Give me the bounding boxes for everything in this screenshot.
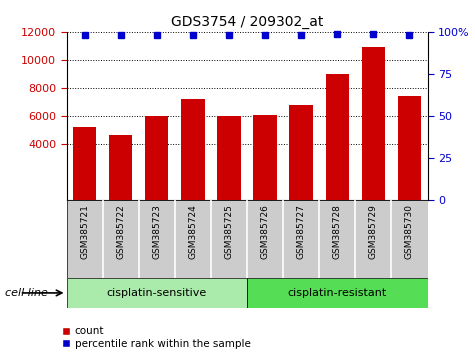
Bar bbox=[73, 127, 96, 200]
Bar bbox=[253, 115, 277, 200]
Bar bbox=[361, 47, 385, 200]
Bar bbox=[247, 278, 428, 308]
Bar bbox=[325, 74, 349, 200]
Text: GSM385721: GSM385721 bbox=[80, 204, 89, 259]
Legend: count, percentile rank within the sample: count, percentile rank within the sample bbox=[62, 326, 251, 349]
Title: GDS3754 / 209302_at: GDS3754 / 209302_at bbox=[171, 16, 323, 29]
Bar bbox=[398, 96, 421, 200]
Text: cisplatin-resistant: cisplatin-resistant bbox=[288, 288, 387, 298]
Text: cisplatin-sensitive: cisplatin-sensitive bbox=[106, 288, 207, 298]
Text: GSM385723: GSM385723 bbox=[152, 204, 161, 259]
Bar bbox=[181, 99, 205, 200]
Bar bbox=[145, 116, 169, 200]
Text: GSM385724: GSM385724 bbox=[189, 204, 197, 259]
Bar bbox=[109, 135, 133, 200]
Text: GSM385730: GSM385730 bbox=[405, 204, 414, 259]
Text: GSM385727: GSM385727 bbox=[297, 204, 305, 259]
Text: cell line: cell line bbox=[5, 288, 48, 298]
Text: GSM385728: GSM385728 bbox=[333, 204, 342, 259]
Text: GSM385729: GSM385729 bbox=[369, 204, 378, 259]
Bar bbox=[289, 105, 313, 200]
Bar bbox=[66, 278, 247, 308]
Text: GSM385725: GSM385725 bbox=[225, 204, 233, 259]
Text: GSM385726: GSM385726 bbox=[261, 204, 269, 259]
Bar bbox=[217, 116, 241, 200]
Text: GSM385722: GSM385722 bbox=[116, 204, 125, 259]
